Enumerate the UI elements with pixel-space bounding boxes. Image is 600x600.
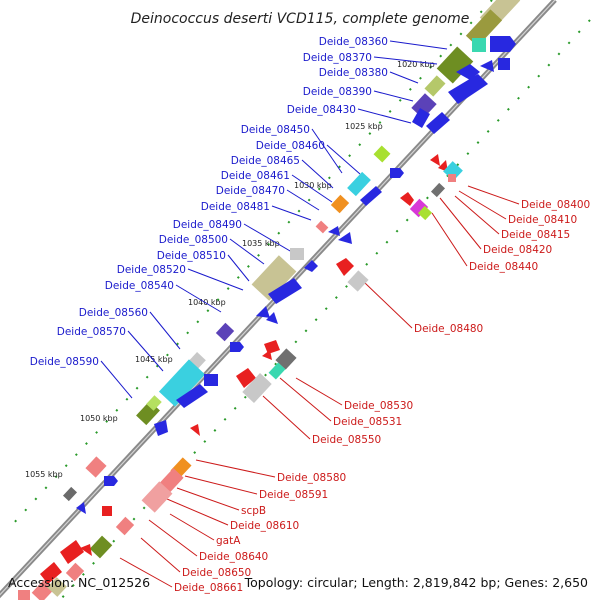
gene-label[interactable]: scpB xyxy=(241,505,266,517)
kbp-label: 1035 kbp xyxy=(242,239,280,248)
gene-label[interactable]: Deide_08461 xyxy=(221,170,290,182)
map-title: Deinococcus deserti VCD115, complete gen… xyxy=(131,11,470,27)
gene-label[interactable]: Deide_08360 xyxy=(319,36,388,48)
gene-label[interactable]: Deide_08410 xyxy=(508,214,577,226)
gene-label[interactable]: Deide_08480 xyxy=(414,323,483,335)
kbp-label: 1020 kbp xyxy=(397,60,435,69)
kbp-label: 1045 kbp xyxy=(135,355,173,364)
kbp-label: 1040 kbp xyxy=(188,298,226,307)
gene-label[interactable]: Deide_08610 xyxy=(230,520,299,532)
gene-label[interactable]: Deide_08400 xyxy=(521,199,590,211)
gene-label[interactable]: Deide_08580 xyxy=(277,472,346,484)
gene-label[interactable]: Deide_08531 xyxy=(333,416,402,428)
gene-label[interactable]: Deide_08450 xyxy=(241,124,310,136)
gene-label[interactable]: Deide_08430 xyxy=(287,104,356,116)
reverse-genes xyxy=(18,154,463,600)
gene-label[interactable]: Deide_08570 xyxy=(57,326,126,338)
gene-label[interactable]: Deide_08510 xyxy=(157,250,226,262)
gene-label[interactable]: Deide_08591 xyxy=(259,489,328,501)
forward-genes xyxy=(62,0,521,514)
kbp-label: 1050 kbp xyxy=(80,414,118,423)
gene-label[interactable]: Deide_08661 xyxy=(174,582,243,594)
gene-label[interactable]: Deide_08560 xyxy=(79,307,148,319)
gene-label[interactable]: Deide_08440 xyxy=(469,261,538,273)
kbp-label: 1030 kbp xyxy=(294,181,332,190)
gene-label[interactable]: Deide_08530 xyxy=(344,400,413,412)
gene-label[interactable]: Deide_08640 xyxy=(199,551,268,563)
gene-label[interactable]: Deide_08460 xyxy=(256,140,325,152)
gene-label[interactable]: Deide_08500 xyxy=(159,234,228,246)
gene-label[interactable]: Deide_08370 xyxy=(303,52,372,64)
reverse-leader-lines xyxy=(119,185,520,588)
scale-tick-dots xyxy=(11,0,591,600)
gene-label[interactable]: gatA xyxy=(216,535,241,547)
gene-label[interactable]: Deide_08390 xyxy=(303,86,372,98)
gene-label[interactable]: Deide_08650 xyxy=(182,567,251,579)
reverse-gene-labels: Deide_08400 Deide_08410 Deide_08415 Deid… xyxy=(174,199,590,594)
gene-label[interactable]: Deide_08481 xyxy=(201,201,270,213)
gene-label[interactable]: Deide_08465 xyxy=(231,155,300,167)
gene-label[interactable]: Deide_08490 xyxy=(173,219,242,231)
forward-gene-labels: Deide_08360 Deide_08370 Deide_08380 Deid… xyxy=(30,36,388,368)
gene-label[interactable]: Deide_08420 xyxy=(483,244,552,256)
kbp-label: 1055 kbp xyxy=(25,470,63,479)
gene-label[interactable]: Deide_08470 xyxy=(216,185,285,197)
gene-label[interactable]: Deide_08550 xyxy=(312,434,381,446)
gene-label[interactable]: Deide_08540 xyxy=(105,280,174,292)
gene-label[interactable]: Deide_08415 xyxy=(501,229,570,241)
gene-label[interactable]: Deide_08590 xyxy=(30,356,99,368)
gene-label[interactable]: Deide_08520 xyxy=(117,264,186,276)
gene-label[interactable]: Deide_08380 xyxy=(319,67,388,79)
forward-leader-lines xyxy=(100,40,448,399)
genome-summary-text: Topology: circular; Length: 2,819,842 bp… xyxy=(244,575,588,590)
accession-text: Accession: NC_012526 xyxy=(8,575,150,590)
kbp-label: 1025 kbp xyxy=(345,122,383,131)
